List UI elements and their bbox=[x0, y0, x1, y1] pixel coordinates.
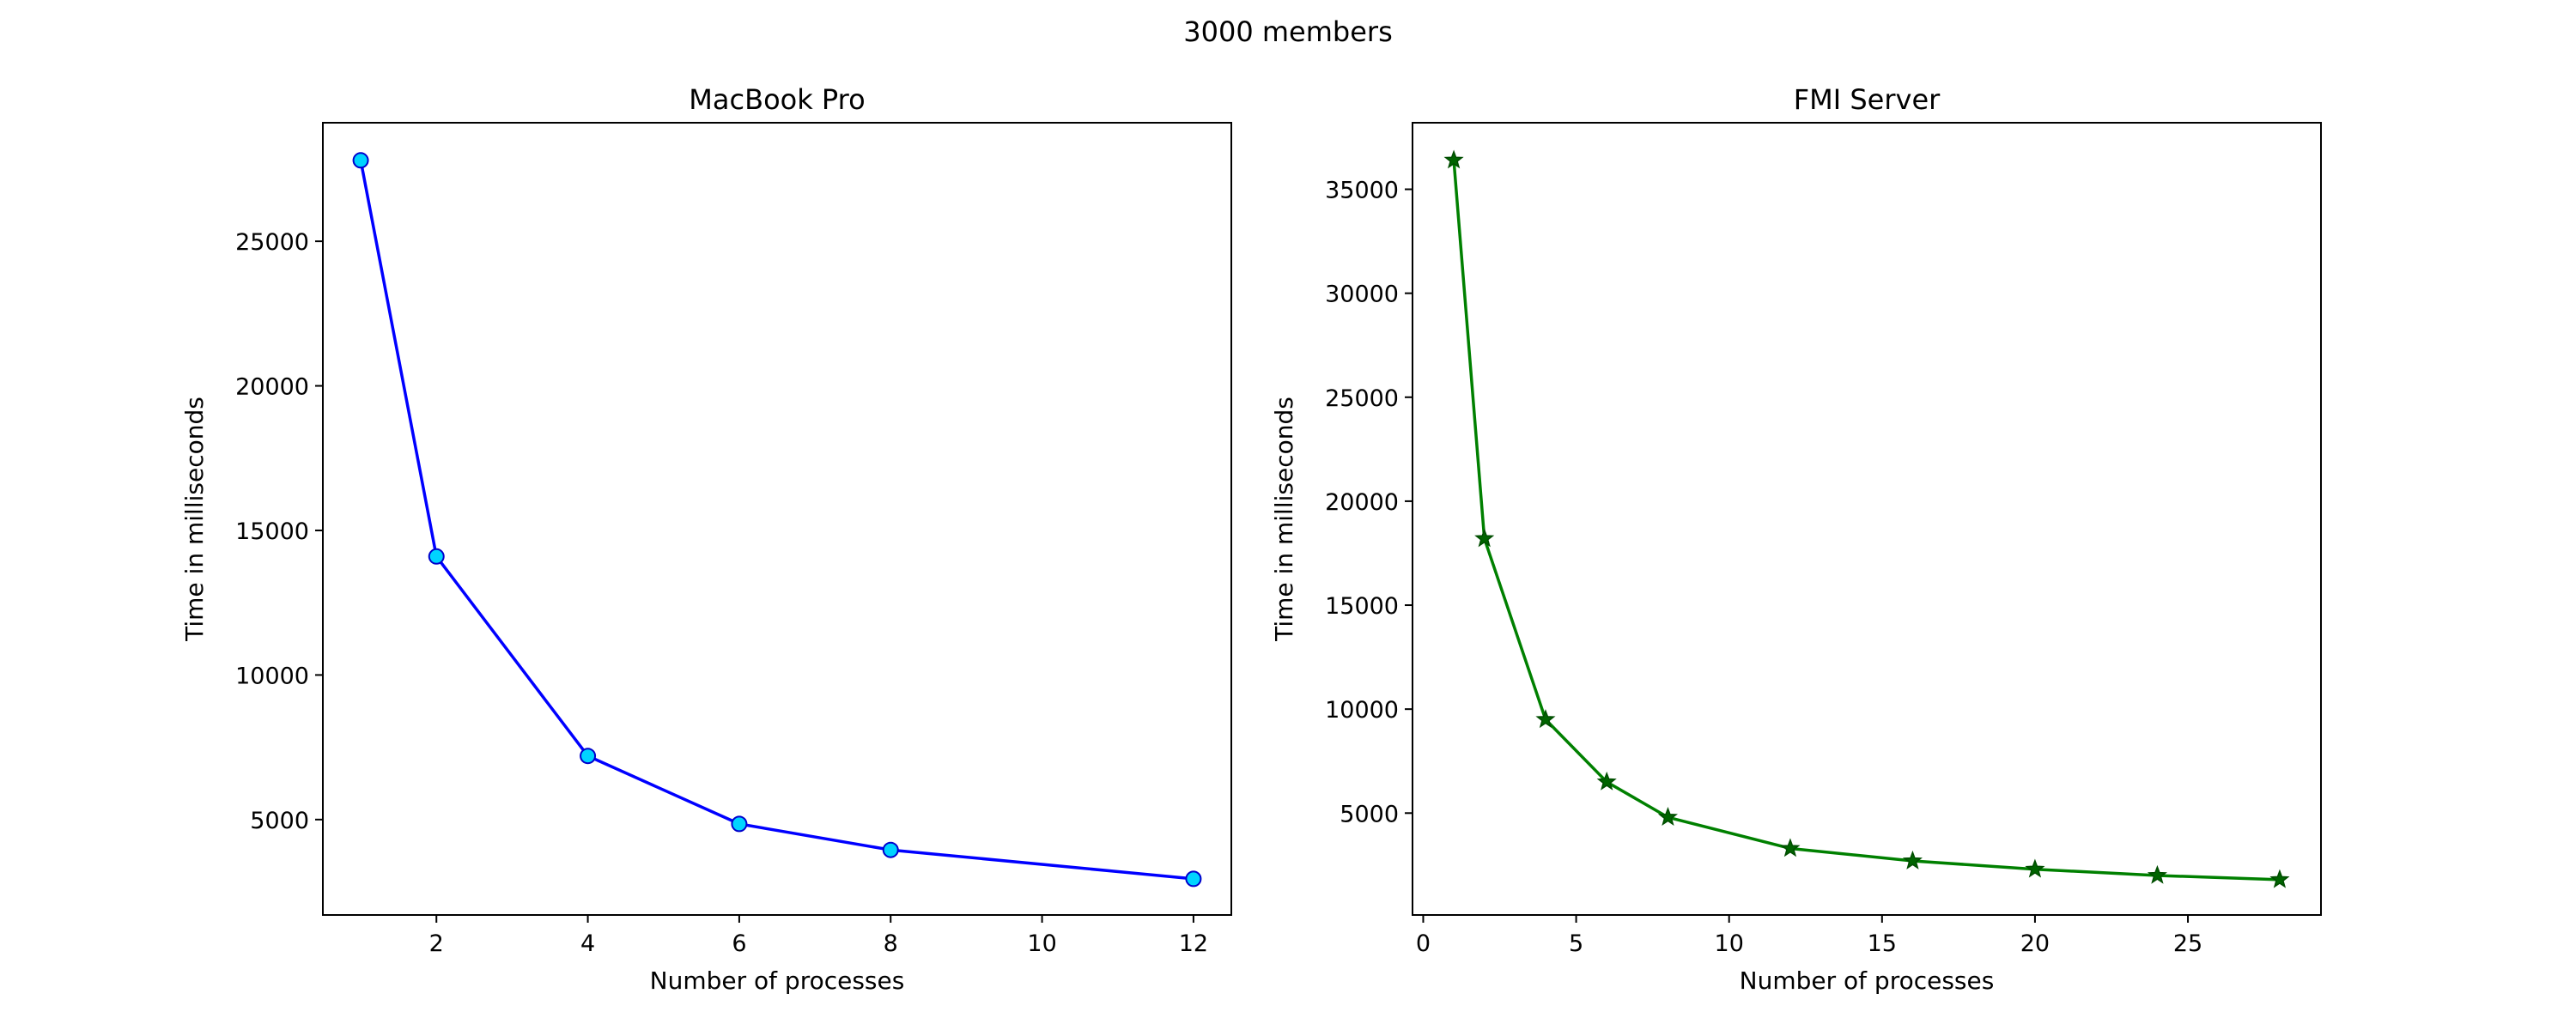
subplot-fmi-server: 0 5 10 15 20 25 5000 10000 15000 20000 25000 30000 3… bbox=[1270, 83, 2322, 995]
chart-0-x-tick-label: 12 bbox=[1179, 930, 1208, 957]
chart-1-data-point bbox=[1596, 771, 1617, 791]
chart-1-series-line bbox=[1452, 158, 2281, 882]
chart-1-x-axis-label: Number of processes bbox=[1740, 966, 1995, 995]
chart-1-data-point bbox=[1657, 807, 1678, 826]
chart-0-title: MacBook Pro bbox=[689, 83, 865, 116]
figure-suptitle: 3000 members bbox=[1183, 15, 1392, 48]
chart-1-title: FMI Server bbox=[1794, 83, 1941, 116]
chart-1-data-point bbox=[2147, 864, 2167, 884]
chart-0-y-tick-label: 20000 bbox=[235, 374, 309, 401]
chart-1-data-point bbox=[1902, 850, 1923, 869]
chart-0-data-point bbox=[428, 548, 445, 565]
chart-1-y-tick-label: 35000 bbox=[1325, 178, 1399, 204]
chart-0-y-tick-label: 15000 bbox=[235, 518, 309, 545]
chart-1-y-axis-label: Time in milliseconds bbox=[1270, 397, 1298, 642]
chart-0-y-tick-label: 5000 bbox=[250, 808, 309, 834]
chart-0-y-tick-label: 25000 bbox=[235, 229, 309, 256]
chart-0-data-point bbox=[352, 152, 369, 169]
chart-1-data-point bbox=[2025, 858, 2045, 878]
chart-1-y-tick-label: 30000 bbox=[1325, 282, 1399, 308]
chart-1-data-point bbox=[2269, 869, 2290, 888]
chart-0-x-tick-label: 6 bbox=[732, 930, 746, 957]
chart-1-data-point bbox=[1780, 838, 1801, 857]
chart-0-x-tick-label: 8 bbox=[884, 930, 898, 957]
chart-0-data-point bbox=[580, 748, 597, 765]
chart-1-y-tick-label: 25000 bbox=[1325, 385, 1399, 412]
chart-1-y-tick-label: 20000 bbox=[1325, 489, 1399, 516]
chart-0-x-tick-label: 2 bbox=[429, 930, 444, 957]
chart-1-x-tick-label: 0 bbox=[1416, 930, 1431, 957]
chart-1-data-point bbox=[1474, 528, 1495, 548]
chart-0-data-point bbox=[882, 841, 899, 858]
chart-0-y-tick-label: 10000 bbox=[235, 663, 309, 689]
chart-0-x-tick-label: 4 bbox=[580, 930, 595, 957]
chart-1-y-tick-label: 5000 bbox=[1340, 801, 1399, 827]
chart-1-data-point bbox=[1535, 709, 1556, 729]
chart-1-data-point bbox=[1443, 149, 1464, 169]
chart-1-x-tick-label: 25 bbox=[2173, 930, 2202, 957]
chart-0-x-axis-label: Number of processes bbox=[650, 966, 905, 995]
chart-0-x-tick-label: 10 bbox=[1027, 930, 1056, 957]
chart-1-x-tick-label: 5 bbox=[1569, 930, 1583, 957]
subplot-macbook-pro: 2 4 6 8 10 12 5000 10000 15000 20000 25000 MacBook … bbox=[180, 83, 1232, 995]
chart-1-y-tick-label: 15000 bbox=[1325, 593, 1399, 620]
chart-0-series-line bbox=[359, 159, 1195, 881]
chart-1-axes-frame bbox=[1412, 122, 2322, 916]
chart-1-x-tick-label: 20 bbox=[2020, 930, 2050, 957]
chart-0-axes-frame bbox=[322, 122, 1232, 916]
chart-1-y-tick-label: 10000 bbox=[1325, 697, 1399, 724]
chart-0-data-point bbox=[1185, 870, 1202, 888]
chart-0-data-point bbox=[731, 815, 748, 833]
chart-1-x-tick-label: 10 bbox=[1715, 930, 1744, 957]
chart-0-y-axis-label: Time in milliseconds bbox=[180, 397, 209, 642]
chart-1-x-tick-label: 15 bbox=[1868, 930, 1897, 957]
